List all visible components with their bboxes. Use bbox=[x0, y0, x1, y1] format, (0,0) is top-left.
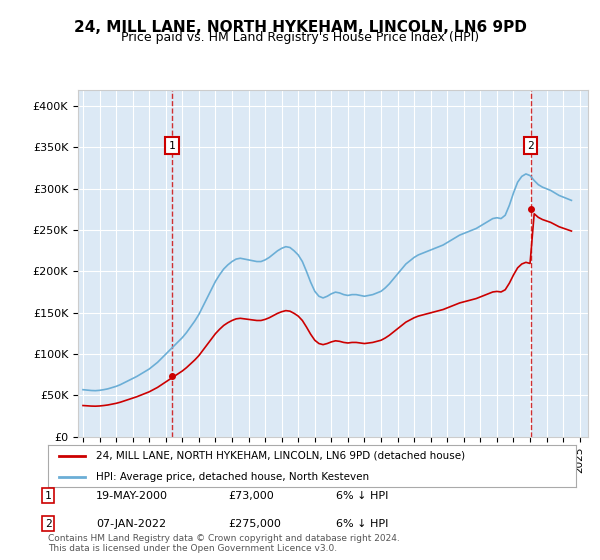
Text: 2: 2 bbox=[44, 519, 52, 529]
Text: 19-MAY-2000: 19-MAY-2000 bbox=[96, 491, 168, 501]
Text: 6% ↓ HPI: 6% ↓ HPI bbox=[336, 491, 388, 501]
Text: 24, MILL LANE, NORTH HYKEHAM, LINCOLN, LN6 9PD: 24, MILL LANE, NORTH HYKEHAM, LINCOLN, L… bbox=[74, 20, 526, 35]
Text: Contains HM Land Registry data © Crown copyright and database right 2024.
This d: Contains HM Land Registry data © Crown c… bbox=[48, 534, 400, 553]
Text: 24, MILL LANE, NORTH HYKEHAM, LINCOLN, LN6 9PD (detached house): 24, MILL LANE, NORTH HYKEHAM, LINCOLN, L… bbox=[95, 451, 464, 461]
Text: HPI: Average price, detached house, North Kesteven: HPI: Average price, detached house, Nort… bbox=[95, 472, 368, 482]
Text: 07-JAN-2022: 07-JAN-2022 bbox=[96, 519, 166, 529]
Text: £73,000: £73,000 bbox=[228, 491, 274, 501]
Text: £275,000: £275,000 bbox=[228, 519, 281, 529]
Text: 1: 1 bbox=[169, 141, 175, 151]
Text: 2: 2 bbox=[527, 141, 534, 151]
Text: 6% ↓ HPI: 6% ↓ HPI bbox=[336, 519, 388, 529]
Text: 1: 1 bbox=[44, 491, 52, 501]
Text: Price paid vs. HM Land Registry's House Price Index (HPI): Price paid vs. HM Land Registry's House … bbox=[121, 31, 479, 44]
